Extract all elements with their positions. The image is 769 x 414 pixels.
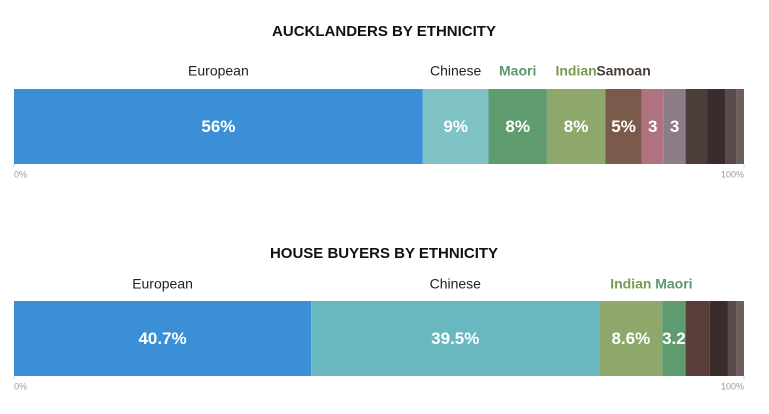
category-label: European [188, 63, 249, 79]
value-label: 8.6% [611, 329, 650, 348]
bar-segment [685, 89, 708, 164]
bar-segment [599, 301, 663, 376]
category-label: Indian [610, 276, 651, 292]
bar-segment [14, 301, 312, 376]
bar-segment [663, 89, 686, 164]
category-label: European [132, 276, 193, 292]
value-label: 8% [564, 117, 589, 136]
x-tick-label: 0% [14, 381, 27, 391]
bar-segment [736, 301, 744, 376]
value-label: 3 [648, 117, 657, 136]
bar-segment [709, 301, 728, 376]
x-tick-label: 100% [721, 169, 744, 179]
value-label: 5% [611, 117, 636, 136]
category-label: Chinese [430, 276, 482, 292]
x-tick-label: 0% [14, 169, 27, 179]
bar-segment [685, 301, 710, 376]
bar-segment [311, 301, 600, 376]
value-label: 9% [443, 117, 468, 136]
bar-segment [422, 89, 489, 164]
value-label: 8% [505, 117, 530, 136]
bar-segment [546, 89, 606, 164]
chart-title: AUCKLANDERS BY ETHNICITY [272, 23, 496, 40]
bar-segment [662, 301, 686, 376]
bar-segment [725, 89, 737, 164]
bar-segment [641, 89, 664, 164]
bar-segment [727, 301, 737, 376]
chart-title: HOUSE BUYERS BY ETHNICITY [270, 245, 498, 262]
bar-segment [488, 89, 547, 164]
category-label: Indian [555, 63, 596, 79]
value-label: 39.5% [431, 329, 479, 348]
value-label: 40.7% [138, 329, 186, 348]
bar-segment [605, 89, 642, 164]
x-tick-label: 100% [721, 381, 744, 391]
bar-segment [14, 89, 423, 164]
category-label: Chinese [430, 63, 482, 79]
bar-segment [707, 89, 726, 164]
value-label: 3 [670, 117, 679, 136]
category-label: Maori [499, 63, 536, 79]
category-label: Samoan [596, 63, 650, 79]
bar-segment [736, 89, 744, 164]
category-label: Maori [655, 276, 692, 292]
value-label: 56% [201, 117, 235, 136]
value-label: 3.2 [662, 329, 686, 348]
